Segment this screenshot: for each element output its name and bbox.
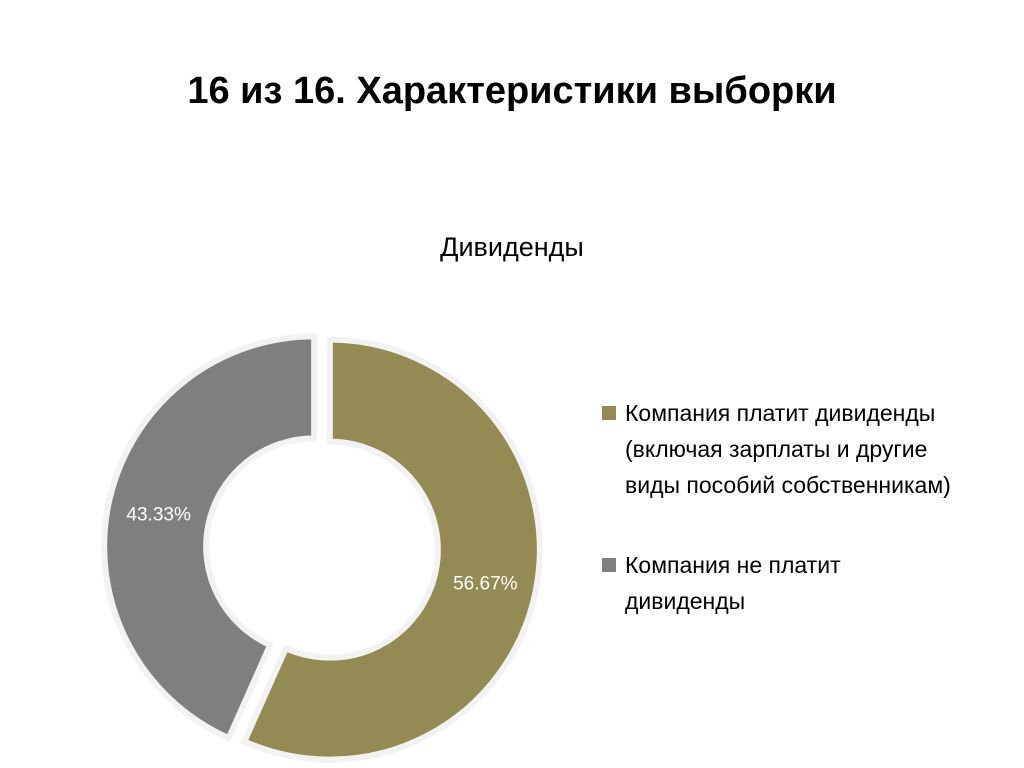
- legend-label-pays: Компания платит дивиденды (включая зарпл…: [625, 400, 951, 498]
- chart-title: Дивиденды: [440, 232, 584, 262]
- data-label-pays: 56.67%: [453, 574, 518, 595]
- legend-label-not-pays: Компания не платит дивиденды: [625, 552, 841, 614]
- legend-item-pays: Компания платит дивиденды (включая зарпл…: [602, 395, 962, 503]
- data-label-not-pays: 43.33%: [126, 504, 191, 525]
- slide-title: 16 из 16. Характеристики выборки: [187, 70, 837, 112]
- legend-swatch-not-pays: [602, 558, 616, 572]
- legend-item-not-pays: Компания не платит дивиденды: [602, 547, 962, 619]
- slice-not-pays: [101, 333, 318, 743]
- slice-pays: [240, 336, 543, 763]
- legend-swatch-pays: [602, 406, 616, 420]
- chart-legend: Компания платит дивиденды (включая зарпл…: [602, 395, 962, 663]
